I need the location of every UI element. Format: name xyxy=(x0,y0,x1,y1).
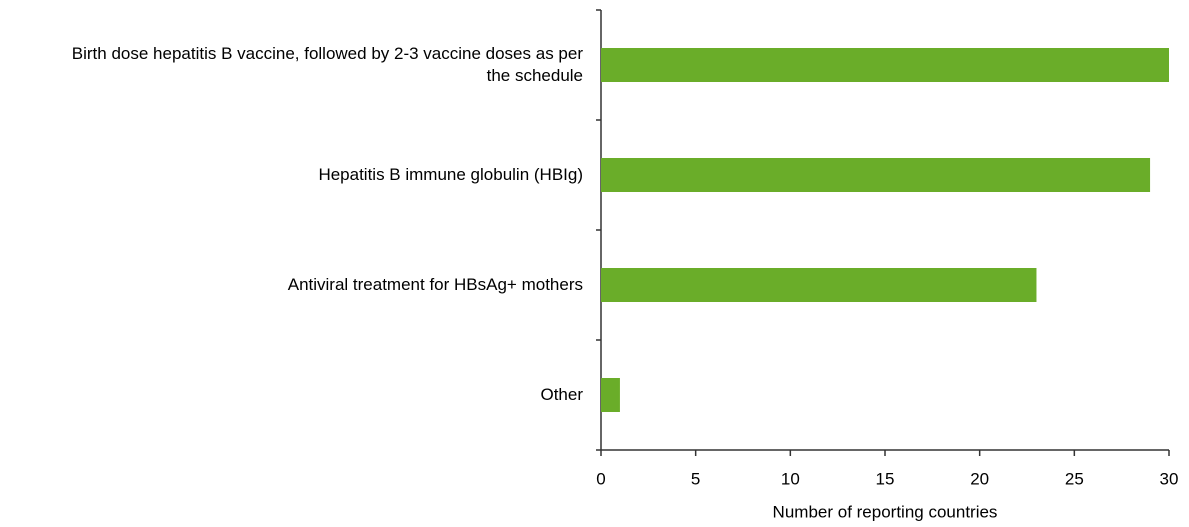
bar xyxy=(601,48,1169,82)
bar xyxy=(601,158,1151,192)
x-tick-label: 5 xyxy=(691,469,700,488)
y-tick-label: Birth dose hepatitis B vaccine, followed… xyxy=(71,44,583,85)
x-axis-title: Number of reporting countries xyxy=(773,502,998,521)
x-tick-label: 0 xyxy=(596,469,605,488)
y-tick-label: Antiviral treatment for HBsAg+ mothers xyxy=(287,275,583,294)
x-tick-label: 10 xyxy=(781,469,800,488)
x-tick-label: 30 xyxy=(1160,469,1179,488)
bar xyxy=(601,378,620,412)
x-tick-label: 15 xyxy=(876,469,895,488)
x-tick-label: 20 xyxy=(970,469,989,488)
bar xyxy=(601,268,1037,302)
y-tick-label: Other xyxy=(540,385,583,404)
x-tick-label: 25 xyxy=(1065,469,1084,488)
y-tick-label: Hepatitis B immune globulin (HBIg) xyxy=(318,165,583,184)
